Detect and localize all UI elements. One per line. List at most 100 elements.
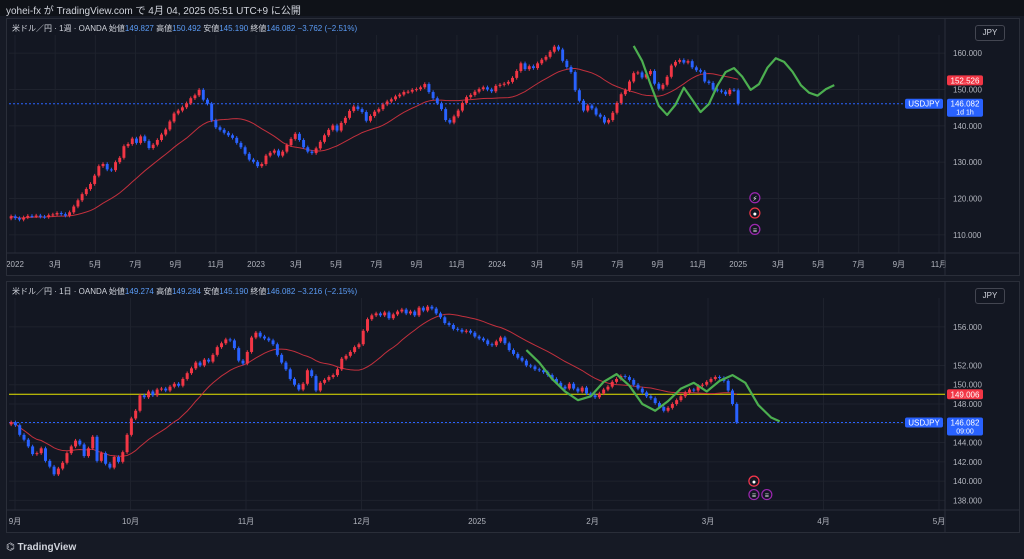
candle xyxy=(610,381,614,387)
candle xyxy=(93,175,97,184)
candle xyxy=(176,110,180,114)
daily-title: 米ドル／円 · 1日 · OANDA xyxy=(12,287,107,296)
candle xyxy=(611,112,615,121)
candle xyxy=(494,341,498,346)
close-value: 146.082 xyxy=(266,24,296,33)
candle xyxy=(360,109,364,113)
candle xyxy=(43,216,46,218)
candle xyxy=(464,330,468,332)
candle xyxy=(598,114,602,117)
candle xyxy=(116,457,120,462)
weekly-chart-svg[interactable]: 110.000 120.000 130.000 140.000 150.000 160.0… xyxy=(7,19,1019,275)
candle xyxy=(394,96,397,100)
brand-text: TradingView xyxy=(17,542,77,553)
candle xyxy=(245,351,249,364)
candle xyxy=(451,324,455,329)
candle xyxy=(108,463,112,468)
candle xyxy=(567,383,571,389)
open-label: 始値 xyxy=(108,287,125,296)
price-label-text: 152.526 xyxy=(951,76,980,85)
candle xyxy=(389,99,393,102)
candle xyxy=(524,360,528,366)
candle xyxy=(160,134,163,141)
x-tick-label: 3月 xyxy=(290,260,302,269)
candle xyxy=(310,370,314,377)
tradingview-logo[interactable]: ⌬ TradingView xyxy=(6,542,77,553)
x-tick-label: 11月 xyxy=(931,260,947,269)
candle xyxy=(469,94,473,98)
candle xyxy=(498,84,502,86)
candle xyxy=(703,71,707,82)
x-tick-label: 9月 xyxy=(9,517,21,526)
symbol-label: USDJPY xyxy=(905,98,943,109)
candle xyxy=(623,376,627,378)
daily-chart-svg[interactable]: 138.000140.000142.000144.000146.000148.0… xyxy=(7,282,1019,532)
currency-button[interactable]: JPY xyxy=(975,288,1005,304)
candle xyxy=(318,382,322,391)
candle xyxy=(548,51,552,57)
candle xyxy=(331,125,335,130)
icon-glyph: ≡ xyxy=(752,493,756,500)
candle xyxy=(666,407,670,411)
candle xyxy=(289,138,293,146)
candle xyxy=(211,354,215,362)
candle xyxy=(383,312,387,316)
currency-button[interactable]: JPY xyxy=(975,25,1005,41)
candle xyxy=(373,111,377,117)
candle xyxy=(494,85,498,92)
x-tick-label: 9月 xyxy=(893,260,905,269)
y-tick-label: 110.000 xyxy=(953,231,982,240)
candle xyxy=(391,314,395,319)
candle xyxy=(168,386,172,391)
candle xyxy=(226,132,230,136)
candle xyxy=(164,388,168,391)
candle xyxy=(448,120,452,123)
candle xyxy=(465,97,469,103)
candle xyxy=(593,395,597,398)
candle xyxy=(636,384,640,389)
candle xyxy=(477,89,481,92)
candle xyxy=(669,65,673,77)
candle xyxy=(565,60,569,67)
candle xyxy=(515,70,519,78)
price-label-bg xyxy=(947,417,983,436)
x-tick-label: 2025 xyxy=(468,517,486,526)
candle xyxy=(142,395,146,398)
weekly-chart-pane[interactable]: 110.000 120.000 130.000 140.000 150.000 160.0… xyxy=(6,18,1020,276)
candle xyxy=(91,436,95,449)
icon-glyph: ≡ xyxy=(765,493,769,500)
icon-ring xyxy=(749,207,761,219)
candle xyxy=(267,338,271,341)
candle xyxy=(159,388,163,390)
candle xyxy=(63,214,67,216)
candle xyxy=(557,46,560,50)
candle xyxy=(335,125,339,131)
candle xyxy=(628,81,631,91)
candle xyxy=(381,104,385,110)
candle xyxy=(516,353,520,358)
candle xyxy=(352,106,356,111)
candle xyxy=(220,343,224,348)
candle xyxy=(606,386,610,390)
candle xyxy=(485,87,489,90)
daily-chart-pane[interactable]: 138.000140.000142.000144.000146.000148.0… xyxy=(6,281,1020,533)
candle xyxy=(275,344,279,355)
candle xyxy=(235,137,239,143)
x-tick-label: 2023 xyxy=(247,260,265,269)
candle xyxy=(118,157,122,163)
candle xyxy=(490,89,494,92)
icon-ring xyxy=(749,223,761,235)
candle xyxy=(707,81,711,83)
low-value: 145.190 xyxy=(219,287,249,296)
candle xyxy=(43,448,47,461)
candle xyxy=(414,89,418,91)
candle xyxy=(486,340,490,345)
y-tick-label: 140.000 xyxy=(953,477,982,486)
candle xyxy=(627,377,631,380)
candle xyxy=(340,358,344,370)
x-tick-label: 9月 xyxy=(411,260,423,269)
candle xyxy=(507,343,511,351)
candle xyxy=(61,462,65,469)
price-label-bg xyxy=(947,75,983,86)
candle xyxy=(728,89,732,95)
